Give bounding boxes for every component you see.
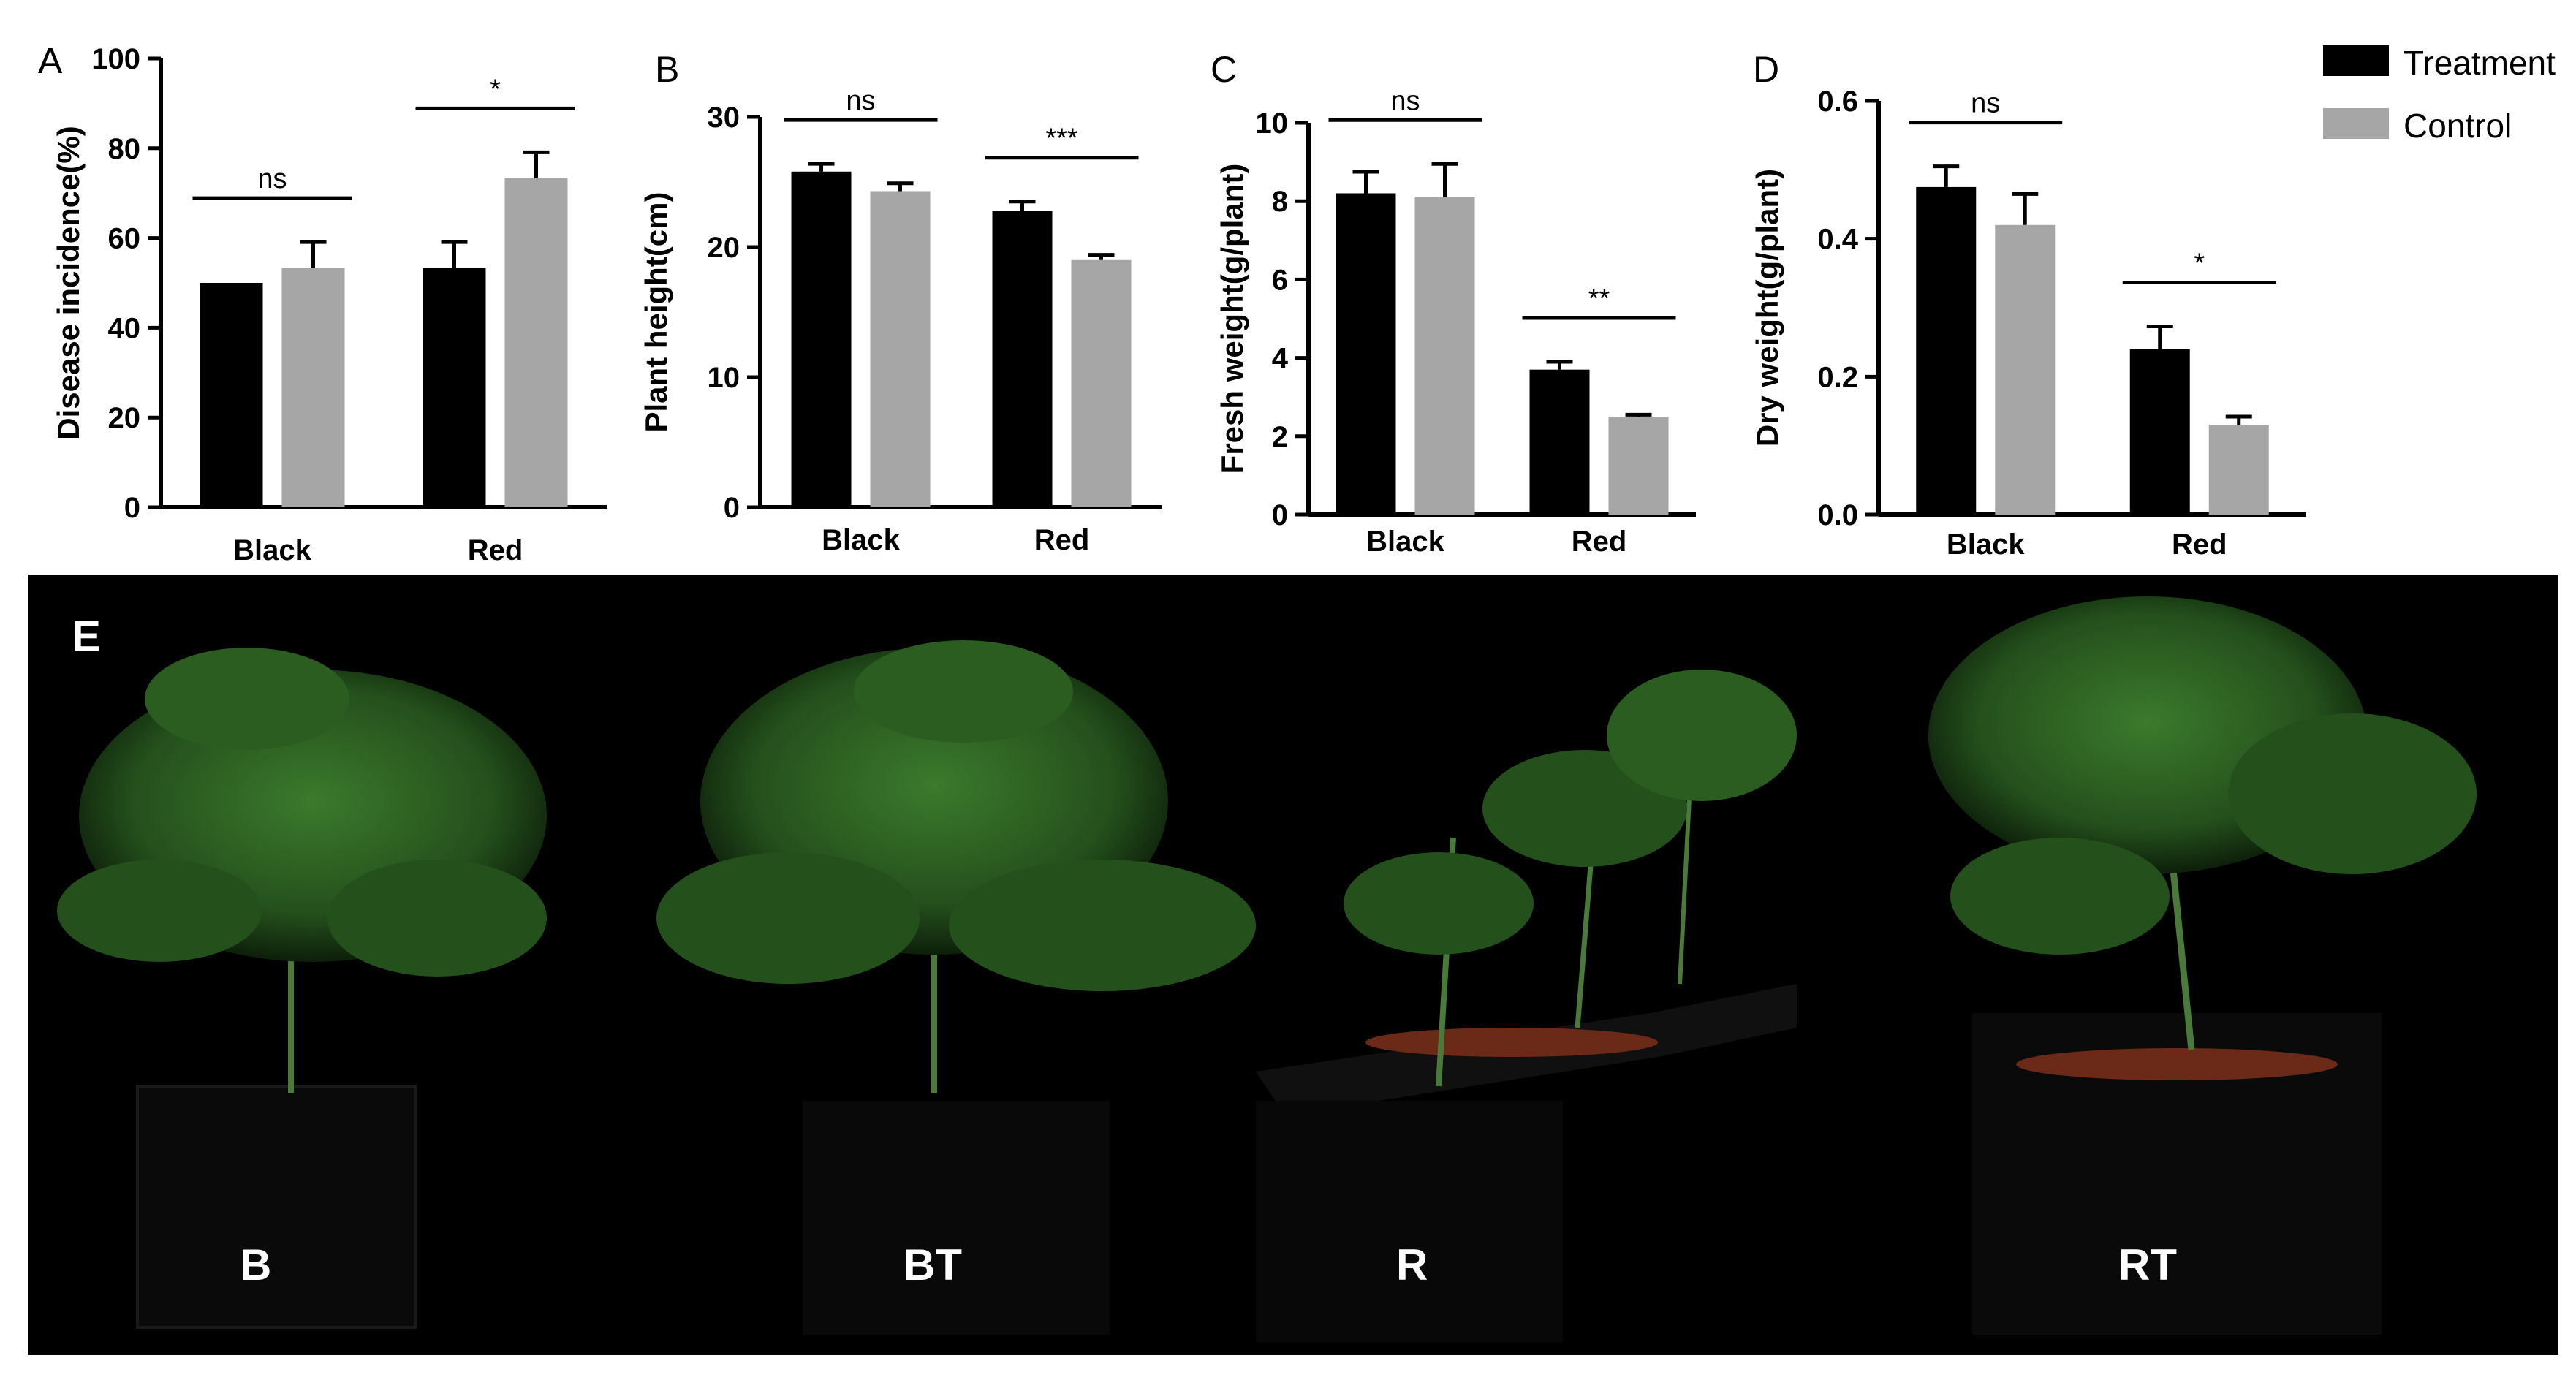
error-bar-b-red-treatment (1009, 200, 1036, 211)
legend-label-control: Control (2403, 107, 2512, 145)
legend: Treatment Control (2323, 44, 2556, 145)
plant-r-illustration (1256, 670, 1797, 1342)
category-label-b-0: Black (822, 524, 900, 556)
bar-b-red-treatment (992, 211, 1053, 507)
error-bar-d-red-control (2225, 414, 2252, 425)
bar-d-red-treatment (2129, 349, 2190, 515)
category-label-d-0: Black (1947, 528, 2025, 561)
y-tick-label-a-0: 0 (124, 492, 140, 524)
plant-rt-illustration (1928, 596, 2477, 1335)
y-tick-label-c-0: 0 (1272, 499, 1288, 531)
y-tick-label-c-1: 2 (1272, 421, 1288, 453)
y-tick-label-a-5: 100 (91, 43, 140, 75)
error-bar-a-black-control (300, 240, 327, 268)
category-label-c-1: Red (1572, 526, 1627, 558)
y-axis-label-c: Fresh weight(g/plant) (1215, 164, 1249, 474)
y-tick-label-d-2: 0.4 (1817, 224, 1858, 256)
bar-d-black-treatment (1916, 186, 1977, 515)
plant-photo-illustration (57, 596, 2477, 1342)
bar-a-red-control (504, 178, 568, 508)
significance-label-b-1: *** (1045, 124, 1078, 154)
photo-label-r: R (1396, 1240, 1428, 1289)
y-tick-label-a-4: 80 (108, 133, 141, 165)
bar-a-red-treatment (423, 268, 486, 507)
significance-label-d-1: * (2194, 248, 2205, 278)
bar-b-black-treatment (791, 171, 852, 507)
bar-d-red-control (2208, 425, 2269, 515)
y-axis-label-a: Disease incidence(%) (51, 126, 86, 440)
legend-swatch-control (2323, 108, 2389, 139)
error-bar-d-black-treatment (1933, 164, 1960, 187)
y-axis-label-d: Dry weight(g/plant) (1750, 169, 1784, 447)
y-tick-label-d-3: 0.6 (1817, 86, 1858, 118)
photo-label-bt: BT (904, 1240, 962, 1289)
bar-b-red-control (1071, 259, 1132, 507)
y-tick-label-c-4: 8 (1272, 186, 1288, 218)
significance-label-d-0: ns (1971, 88, 2000, 119)
plant-bt-illustration (656, 640, 1256, 1335)
y-tick-label-a-1: 20 (108, 402, 141, 434)
y-tick-label-a-3: 60 (108, 223, 141, 255)
error-bar-d-red-treatment (2146, 324, 2173, 349)
bar-d-black-control (1995, 224, 2056, 515)
plant-b-illustration (57, 648, 547, 1329)
error-bar-c-red-control (1625, 412, 1652, 417)
panel-letter-c: C (1211, 49, 1237, 90)
y-tick-label-b-0: 0 (724, 492, 740, 524)
y-tick-label-c-3: 6 (1272, 264, 1288, 296)
error-bar-d-black-control (2012, 192, 2039, 225)
plant-photo-panel: E B BT R RT (28, 575, 2558, 1355)
y-tick-label-d-0: 0.0 (1817, 499, 1858, 531)
bar-c-black-treatment (1336, 193, 1396, 515)
category-label-a-1: Red (468, 534, 523, 566)
photo-label-b: B (240, 1240, 272, 1289)
category-label-c-0: Black (1366, 526, 1444, 558)
legend-swatch-treatment (2323, 45, 2389, 76)
bar-a-black-control (281, 268, 345, 507)
y-tick-label-b-2: 20 (708, 232, 740, 264)
y-tick-label-c-2: 4 (1272, 343, 1289, 375)
y-tick-label-a-2: 40 (108, 312, 141, 344)
bar-c-red-control (1608, 417, 1669, 515)
bar-b-black-control (870, 191, 931, 507)
significance-label-b-0: ns (846, 86, 875, 116)
significance-label-c-1: ** (1588, 284, 1610, 314)
significance-label-c-0: ns (1390, 86, 1420, 116)
category-label-a-0: Black (233, 534, 311, 566)
y-axis-label-b: Plant height(cm) (639, 192, 673, 432)
panel-letter-b: B (655, 49, 679, 90)
y-tick-label-b-3: 30 (708, 102, 740, 134)
significance-label-a-0: ns (257, 164, 287, 194)
category-label-d-1: Red (2172, 528, 2227, 561)
panel-letter-a: A (38, 40, 63, 81)
photo-panel-letter-e: E (72, 612, 102, 661)
error-bar-b-black-control (887, 181, 914, 192)
error-bar-c-black-treatment (1352, 170, 1379, 194)
panel-letter-d: D (1753, 49, 1779, 90)
error-bar-b-red-control (1088, 253, 1115, 260)
error-bar-c-red-treatment (1546, 360, 1573, 370)
legend-label-treatment: Treatment (2403, 44, 2556, 82)
category-label-b-1: Red (1034, 524, 1090, 556)
bar-c-red-treatment (1529, 369, 1590, 515)
bar-c-black-control (1414, 197, 1475, 515)
y-tick-label-d-1: 0.2 (1817, 361, 1858, 393)
error-bar-a-red-treatment (441, 240, 468, 268)
y-tick-label-c-5: 10 (1256, 107, 1289, 140)
photo-label-rt: RT (2118, 1240, 2177, 1289)
error-bar-b-black-treatment (808, 162, 835, 172)
bar-a-black-treatment (200, 283, 263, 507)
y-tick-label-b-1: 10 (708, 362, 740, 394)
error-bar-c-black-control (1431, 162, 1458, 197)
significance-label-a-1: * (490, 74, 501, 105)
error-bar-a-red-control (523, 150, 550, 178)
